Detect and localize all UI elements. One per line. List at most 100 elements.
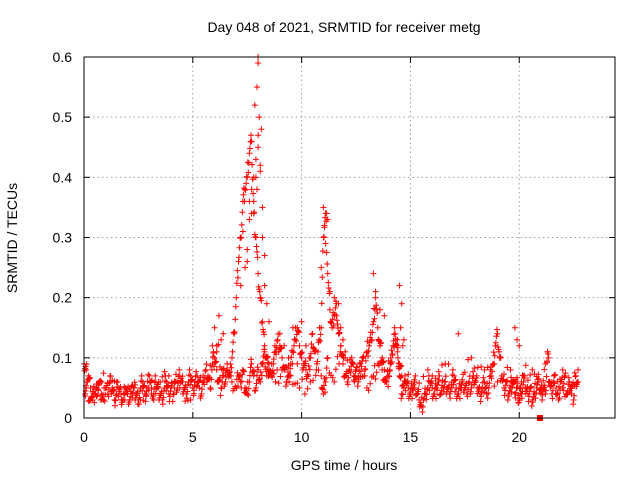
- data-point: [458, 381, 465, 388]
- data-point: [572, 372, 579, 379]
- data-point: [554, 390, 561, 397]
- data-point: [543, 373, 550, 380]
- data-point: [247, 364, 254, 371]
- data-point: [287, 372, 294, 379]
- data-point: [250, 368, 257, 375]
- data-point: [217, 392, 224, 399]
- data-point: [240, 368, 247, 375]
- data-point: [232, 316, 239, 323]
- data-point: [465, 356, 472, 363]
- data-point: [309, 330, 316, 337]
- data-point: [249, 176, 256, 183]
- data-point: [345, 374, 352, 381]
- data-point: [392, 330, 399, 337]
- data-point: [139, 387, 146, 394]
- data-point: [91, 399, 98, 406]
- data-point: [324, 260, 331, 267]
- data-point: [86, 375, 93, 382]
- data-point: [239, 209, 246, 216]
- data-point: [141, 382, 148, 389]
- data-point: [354, 383, 361, 390]
- data-point: [238, 384, 245, 391]
- data-point: [438, 362, 445, 369]
- data-point: [246, 372, 253, 379]
- data-point: [218, 384, 225, 391]
- data-point: [232, 303, 239, 310]
- data-point: [511, 324, 518, 331]
- data-point: [197, 374, 204, 381]
- data-point: [270, 370, 277, 377]
- data-point: [555, 383, 562, 390]
- data-point: [319, 248, 326, 255]
- data-point: [287, 365, 294, 372]
- data-point: [285, 354, 292, 361]
- data-point: [110, 386, 117, 393]
- data-point: [255, 377, 262, 384]
- data-point: [304, 371, 311, 378]
- data-point: [221, 381, 228, 388]
- data-point: [150, 396, 157, 403]
- data-point: [168, 379, 175, 386]
- data-point: [560, 380, 567, 387]
- data-point: [176, 366, 183, 373]
- data-point: [426, 387, 433, 394]
- data-point: [261, 282, 268, 289]
- data-point: [533, 390, 540, 397]
- data-point: [298, 318, 305, 325]
- data-point: [428, 377, 435, 384]
- data-point: [504, 377, 511, 384]
- data-point: [184, 397, 191, 404]
- data-point: [145, 387, 152, 394]
- data-point: [324, 270, 331, 277]
- data-point: [147, 378, 154, 385]
- data-point: [501, 392, 508, 399]
- data-point: [252, 234, 259, 241]
- data-point: [318, 300, 325, 307]
- data-point: [573, 380, 580, 387]
- y-tick-label: 0.2: [53, 290, 73, 306]
- data-point: [209, 342, 216, 349]
- data-point: [244, 258, 251, 265]
- data-point: [244, 378, 251, 385]
- data-point: [238, 234, 245, 241]
- data-point: [289, 360, 296, 367]
- data-point: [322, 378, 329, 385]
- data-point: [322, 240, 329, 247]
- data-point: [187, 381, 194, 388]
- data-point: [163, 383, 170, 390]
- data-point: [335, 330, 342, 337]
- data-point: [242, 264, 249, 271]
- data-point: [154, 383, 161, 390]
- data-point: [252, 156, 259, 163]
- data-point: [491, 360, 498, 367]
- x-tick-label: 15: [403, 429, 419, 445]
- data-point: [377, 340, 384, 347]
- axis-ticks: [83, 56, 615, 419]
- data-point: [320, 204, 327, 211]
- data-point: [163, 387, 170, 394]
- data-point: [293, 337, 300, 344]
- data-point: [532, 395, 539, 402]
- data-point: [253, 243, 260, 250]
- data-point: [102, 391, 109, 398]
- data-point: [295, 328, 302, 335]
- data-point: [213, 358, 220, 365]
- data-point: [260, 353, 267, 360]
- data-point: [417, 399, 424, 406]
- data-point: [234, 267, 241, 274]
- data-point: [261, 331, 268, 338]
- data-point: [190, 390, 197, 397]
- data-point: [332, 366, 339, 373]
- data-point: [249, 161, 256, 168]
- data-point: [481, 385, 488, 392]
- data-point: [371, 315, 378, 322]
- data-point: [257, 162, 264, 169]
- data-point: [296, 384, 303, 391]
- data-point: [483, 384, 490, 391]
- data-point: [255, 270, 262, 277]
- data-point: [100, 370, 107, 377]
- data-point: [188, 377, 195, 384]
- data-point: [197, 393, 204, 400]
- data-point: [230, 339, 237, 346]
- data-point: [310, 377, 317, 384]
